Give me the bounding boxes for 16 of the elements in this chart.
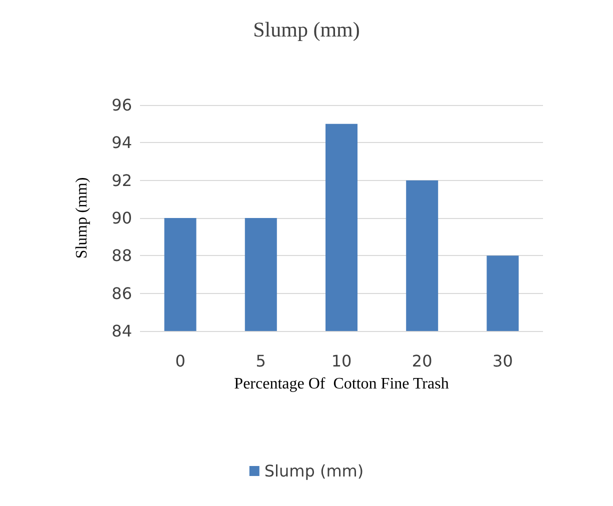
x-tick-label: 5 (256, 352, 266, 370)
legend-label: Slump (mm) (264, 462, 364, 480)
x-tick-label: 10 (331, 352, 352, 370)
y-tick-label: 90 (112, 208, 132, 228)
y-tick-label: 92 (112, 170, 132, 190)
y-tick-label: 84 (112, 322, 132, 340)
x-tick-label: 20 (412, 352, 432, 370)
y-tick-label: 94 (112, 133, 132, 152)
x-tick-label: 30 (492, 352, 513, 370)
chart-title: Slump (mm) (253, 18, 360, 42)
x-axis-title: Percentage Of Cotton Fine Trash (234, 376, 449, 392)
y-tick-label: 96 (112, 96, 132, 114)
y-tick-label: 86 (112, 284, 132, 303)
y-tick-label: 88 (112, 246, 132, 266)
x-tick-label: 0 (175, 352, 186, 370)
y-axis-title: Slump (mm) (74, 177, 90, 259)
